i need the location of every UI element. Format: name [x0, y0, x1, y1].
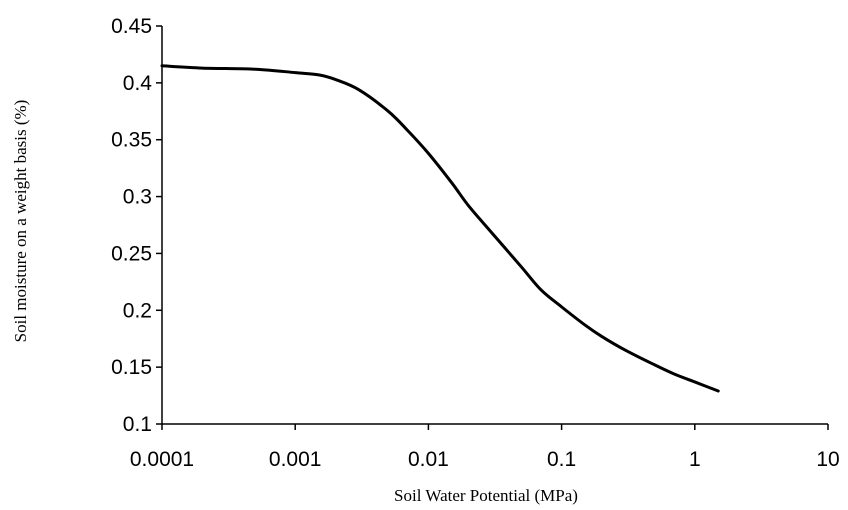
plot-area: 0.1 0.15 0.2 0.25 0.3 0.35 0.4 0.45 0.0001 0.001 0… [111, 15, 840, 471]
y-tick-label: 0.45 [111, 15, 152, 38]
x-axis-title: Soil Water Potential (MPa) [394, 486, 578, 505]
x-tick-label: 0.001 [269, 448, 322, 471]
x-tick-label: 0.1 [547, 448, 576, 471]
series-line [160, 64, 720, 393]
x-tick-label: 0.0001 [130, 448, 194, 471]
y-tick-label: 0.15 [111, 356, 152, 379]
x-tick-label: 1 [689, 448, 701, 471]
y-tick-label: 0.1 [123, 413, 152, 436]
y-axis-title: Soil moisture on a weight basis (%) [11, 100, 30, 343]
x-tick-label: 0.01 [408, 448, 449, 471]
y-tick-label: 0.25 [111, 242, 152, 265]
y-tick-label: 0.3 [123, 186, 152, 209]
y-tick-label: 0.2 [123, 299, 152, 322]
y-tick-label: 0.4 [123, 72, 153, 95]
x-tick-label: 10 [816, 448, 839, 471]
y-tick-label: 0.35 [111, 129, 152, 152]
